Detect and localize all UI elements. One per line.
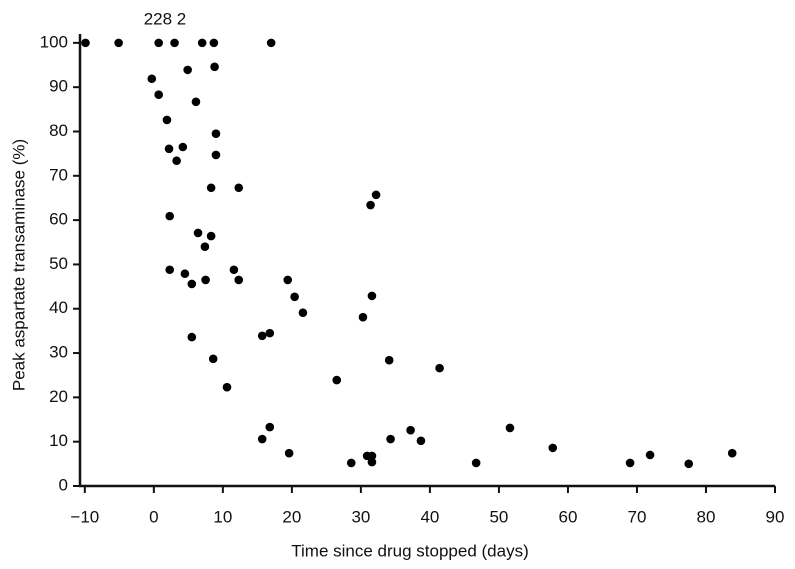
point — [165, 265, 175, 275]
point — [625, 458, 635, 468]
point — [208, 354, 218, 364]
point — [154, 90, 163, 100]
point — [284, 448, 294, 458]
x-tick-label: 90 — [766, 507, 785, 526]
point — [164, 144, 174, 154]
point — [172, 156, 181, 166]
y-tick-label: 40 — [49, 298, 68, 317]
y-tick-label: 100 — [40, 32, 68, 51]
point — [366, 200, 375, 210]
point — [266, 38, 276, 48]
point — [298, 308, 308, 318]
point — [332, 375, 342, 385]
point — [211, 150, 221, 160]
point — [191, 97, 201, 107]
point — [265, 328, 275, 338]
point — [209, 38, 219, 48]
point — [229, 265, 239, 275]
y-tick-label: 20 — [49, 387, 68, 406]
point — [193, 228, 203, 238]
y-axis-title: Peak aspartate transaminase (%) — [9, 139, 28, 391]
point — [548, 443, 558, 453]
point — [406, 425, 415, 435]
x-tick-label: 80 — [697, 507, 716, 526]
point — [367, 291, 377, 301]
point — [178, 142, 188, 152]
x-tick-label: 0 — [149, 507, 158, 526]
x-tick-label: 40 — [420, 507, 439, 526]
point — [283, 275, 293, 285]
point — [234, 183, 244, 193]
y-tick-label: 30 — [49, 343, 68, 362]
point — [346, 458, 356, 468]
x-tick-label: 30 — [351, 507, 370, 526]
point — [154, 38, 163, 48]
y-tick-label: 90 — [49, 77, 68, 96]
point — [684, 459, 694, 469]
point — [386, 434, 395, 444]
point — [234, 275, 244, 285]
y-tick-label: 60 — [49, 210, 68, 229]
point — [505, 423, 515, 433]
x-axis-title: Time since drug stopped (days) — [291, 541, 528, 560]
point — [727, 448, 737, 458]
point — [471, 458, 481, 468]
point — [371, 190, 381, 200]
point — [257, 331, 267, 341]
point — [187, 279, 197, 289]
point — [384, 355, 394, 365]
point — [222, 382, 232, 392]
point — [187, 332, 197, 342]
point — [416, 436, 426, 446]
x-tick-label: 60 — [558, 507, 577, 526]
point — [358, 312, 368, 322]
x-tick-label: 10 — [213, 507, 232, 526]
point — [201, 275, 210, 285]
point — [162, 115, 172, 125]
point — [197, 38, 207, 48]
y-tick-label: 0 — [59, 475, 68, 494]
point — [206, 231, 216, 241]
point — [200, 242, 210, 252]
point — [265, 422, 275, 432]
x-tick-label: −10 — [70, 507, 99, 526]
y-tick-label: 80 — [49, 121, 68, 140]
point — [367, 451, 377, 461]
x-tick-label: 70 — [628, 507, 647, 526]
point — [367, 457, 377, 467]
point — [645, 450, 655, 460]
point — [81, 38, 90, 48]
y-tick-label: 50 — [49, 254, 68, 273]
y-tick-label: 10 — [49, 431, 68, 450]
y-tick-label: 70 — [49, 165, 68, 184]
point — [210, 62, 219, 72]
point — [206, 183, 216, 193]
point — [183, 65, 192, 75]
point — [435, 363, 444, 373]
x-tick-label: 20 — [282, 507, 301, 526]
point — [180, 269, 190, 279]
point — [170, 38, 179, 48]
point — [165, 211, 175, 221]
point — [147, 74, 157, 84]
x-tick-label: 50 — [489, 507, 508, 526]
point — [114, 38, 123, 48]
point — [257, 434, 267, 444]
annotation: 228 2 — [144, 9, 187, 28]
point — [211, 129, 221, 139]
point — [290, 292, 299, 302]
